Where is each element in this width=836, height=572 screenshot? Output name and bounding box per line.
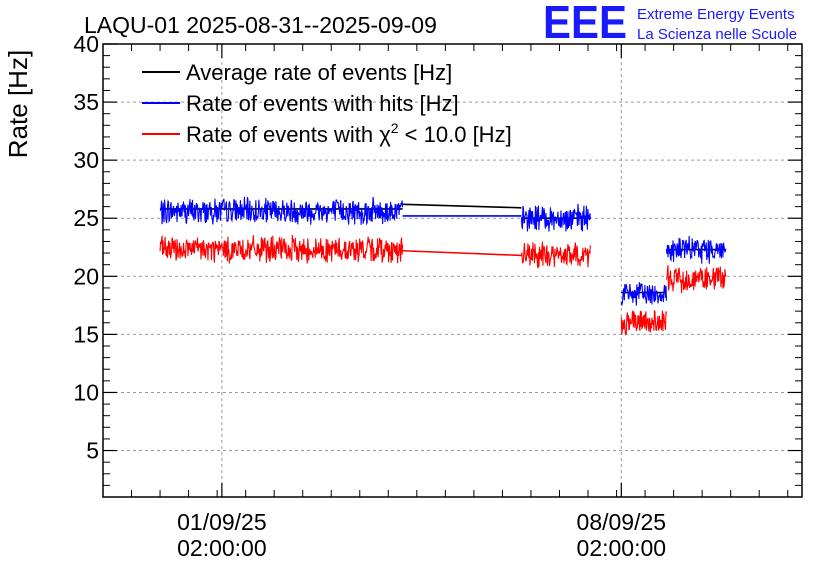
series-segment (520, 203, 591, 232)
series-segment (620, 309, 668, 336)
y-tick-label: 5 (86, 438, 99, 464)
y-tick-label: 15 (73, 321, 99, 347)
series-segment (520, 241, 591, 269)
series-segment (665, 265, 727, 294)
series-segment (159, 234, 404, 264)
series-average (160, 203, 726, 294)
x-tick-label-date: 01/09/25 (177, 509, 267, 535)
series-segment (402, 203, 522, 209)
y-tick-label: 20 (73, 263, 99, 289)
chart-title: LAQU-01 2025-08-31--2025-09-09 (84, 12, 437, 38)
x-tick-label-date: 08/09/25 (577, 509, 667, 535)
legend-entry: Average rate of events [Hz] (186, 60, 452, 85)
plot-frame (102, 43, 803, 498)
legend-entry: Rate of events with hits [Hz] (186, 91, 459, 116)
logo-line-1: Extreme Energy Events (637, 6, 795, 23)
y-axis-label: Rate [Hz] (3, 50, 33, 158)
series-chi2 (159, 234, 727, 336)
logo-line-2: La Scienza nelle Scuole (637, 26, 797, 43)
logo-mark: EEE (543, 0, 627, 48)
legend-entry: Rate of events with χ2 < 10.0 [Hz] (186, 120, 512, 147)
series-segment (620, 282, 668, 306)
y-tick-label: 25 (73, 205, 99, 231)
legend: Average rate of events [Hz] Rate of event… (142, 60, 512, 147)
series-hits (159, 196, 727, 306)
y-tick-label: 35 (73, 89, 99, 115)
axes: 51015202530354001/09/2502:00:0008/09/250… (73, 31, 802, 561)
series-segment (402, 249, 522, 257)
data-series (159, 196, 727, 336)
grid (103, 44, 802, 497)
series-segment (159, 196, 404, 226)
series-segment (665, 235, 727, 264)
eee-logo: EEE Extreme Energy Events La Scienza nel… (543, 0, 797, 48)
y-tick-label: 30 (73, 147, 99, 173)
y-tick-label: 40 (73, 31, 99, 57)
y-tick-label: 10 (73, 379, 99, 405)
x-tick-label-time: 02:00:00 (577, 535, 667, 561)
x-tick-label-time: 02:00:00 (177, 535, 267, 561)
